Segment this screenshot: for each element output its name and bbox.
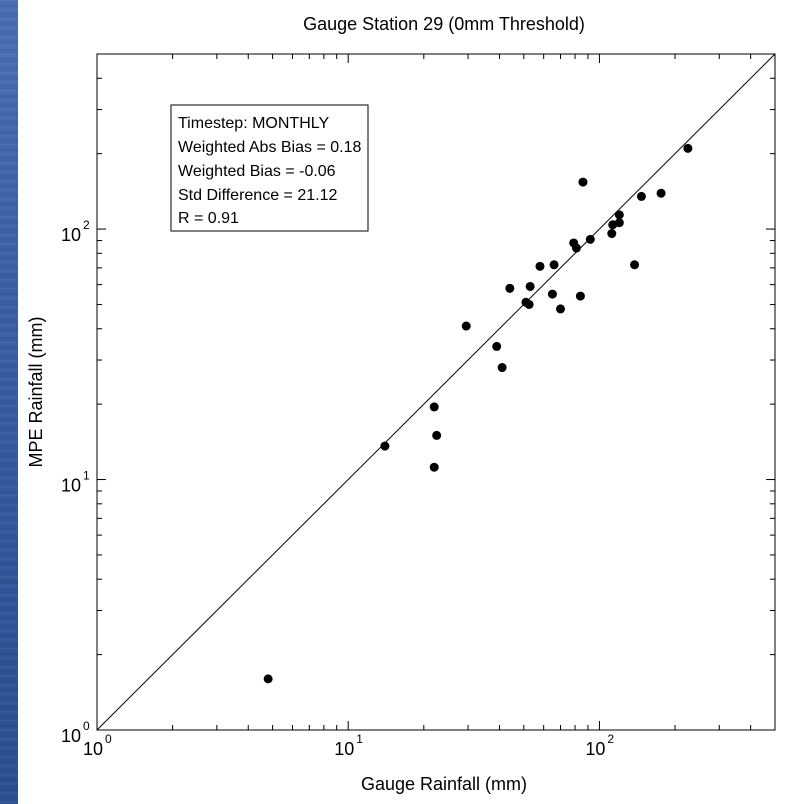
x-tick-label: 10 bbox=[83, 739, 103, 759]
x-tick-exponent: 0 bbox=[105, 732, 112, 746]
data-point bbox=[497, 363, 507, 373]
chart-title: Gauge Station 29 (0mm Threshold) bbox=[303, 14, 585, 34]
y-tick-exponent: 1 bbox=[83, 469, 90, 483]
y-tick-exponent: 0 bbox=[83, 719, 90, 733]
x-tick-exponent: 2 bbox=[607, 732, 614, 746]
data-point bbox=[607, 229, 617, 239]
data-point bbox=[636, 191, 646, 201]
y-tick-exponent: 2 bbox=[83, 218, 90, 232]
one-to-one-reference-line bbox=[96, 53, 776, 731]
stats-r-value: R = 0.91 bbox=[178, 210, 239, 227]
stats-annotation-box: Timestep: MONTHLY Weighted Abs Bias = 0.… bbox=[170, 104, 369, 232]
data-point bbox=[556, 304, 566, 314]
y-tick-label: 10 bbox=[61, 476, 81, 496]
data-point bbox=[614, 218, 624, 228]
data-point bbox=[571, 243, 581, 253]
y-tick-label: 10 bbox=[61, 225, 81, 245]
data-point bbox=[525, 281, 535, 291]
data-point bbox=[578, 177, 588, 187]
y-axis-label: MPE Rainfall (mm) bbox=[26, 316, 46, 467]
data-points bbox=[263, 143, 693, 684]
data-point bbox=[429, 402, 439, 412]
data-point bbox=[549, 260, 559, 270]
x-axis-label: Gauge Rainfall (mm) bbox=[361, 774, 527, 794]
data-point bbox=[630, 260, 640, 270]
axis-tick-labels: 10 0 10 1 10 210 010 110 2 bbox=[61, 218, 614, 759]
stats-timestep: Timestep: MONTHLY bbox=[178, 115, 329, 132]
data-point bbox=[429, 462, 439, 472]
figure-panel bbox=[18, 0, 787, 804]
data-point bbox=[656, 188, 666, 198]
stats-std-difference: Std Difference = 21.12 bbox=[178, 187, 337, 204]
data-point bbox=[432, 430, 442, 440]
stats-weighted-bias: Weighted Bias = -0.06 bbox=[178, 163, 336, 180]
data-point bbox=[614, 210, 624, 220]
stats-box-frame bbox=[170, 104, 369, 232]
data-point bbox=[505, 283, 515, 293]
plot-frame bbox=[96, 53, 776, 731]
axis-ticks bbox=[96, 53, 776, 731]
data-point bbox=[575, 291, 585, 301]
data-point bbox=[380, 441, 390, 451]
data-point bbox=[461, 321, 471, 331]
data-point bbox=[524, 299, 534, 309]
x-tick-exponent: 1 bbox=[356, 732, 363, 746]
y-tick-label: 10 bbox=[61, 726, 81, 746]
data-point bbox=[683, 143, 693, 153]
x-tick-label: 10 bbox=[334, 739, 354, 759]
data-point bbox=[492, 341, 502, 351]
data-point bbox=[585, 234, 595, 244]
data-point bbox=[263, 674, 273, 684]
data-point bbox=[547, 289, 557, 299]
data-point bbox=[535, 261, 545, 271]
x-tick-label: 10 bbox=[585, 739, 605, 759]
stats-weighted-abs-bias: Weighted Abs Bias = 0.18 bbox=[178, 139, 361, 156]
